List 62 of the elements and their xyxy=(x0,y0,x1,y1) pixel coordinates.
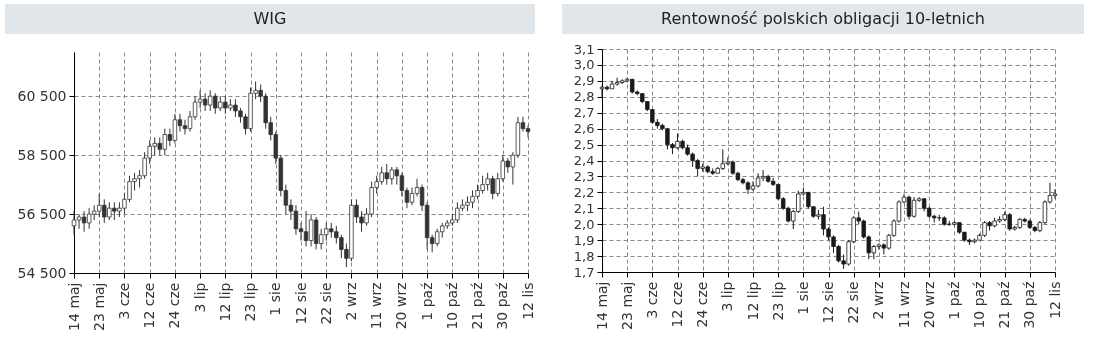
y-tick-label: 2,7 xyxy=(573,105,595,121)
x-tick-label: 12 sie xyxy=(292,282,309,325)
x-tick-label: 12 cze xyxy=(141,282,158,329)
x-tick-label: 11 wrz xyxy=(368,282,385,330)
y-tick-label: 1,8 xyxy=(573,248,595,264)
x-tick-label: 24 cze xyxy=(694,281,711,328)
candlestick xyxy=(750,180,756,192)
x-tick-label: 3 lip xyxy=(719,281,736,312)
x-tick-label: 10 paź xyxy=(443,282,460,330)
x-tick-label: 3 cze xyxy=(643,281,660,319)
x-tick-label: 1 sie xyxy=(794,281,811,315)
x-tick-label: 12 lis xyxy=(1046,281,1063,319)
x-tick-label: 1 paź xyxy=(418,282,435,321)
x-tick-label: 23 lip xyxy=(242,282,259,322)
x-tick-label: 20 wrz xyxy=(920,281,937,329)
x-tick-label: 1 paź xyxy=(945,281,962,320)
x-tick-label: 23 maj xyxy=(90,282,107,331)
y-tick-label: 60 500 xyxy=(17,87,67,104)
x-tick-label: 2 wrz xyxy=(870,281,887,320)
x-tick-label: 24 cze xyxy=(166,282,183,329)
x-tick-label: 22 sie xyxy=(845,281,862,324)
x-tick-label: 12 lis xyxy=(519,282,536,320)
x-tick-label: 22 sie xyxy=(317,282,334,325)
x-tick-label: 30 paź xyxy=(1021,281,1038,329)
y-tick-label: 2,2 xyxy=(573,184,595,200)
y-tick-label: 2,9 xyxy=(573,73,595,89)
x-tick-label: 23 lip xyxy=(769,281,786,321)
x-tick-label: 3 cze xyxy=(115,282,132,320)
y-tick-label: 2,4 xyxy=(573,153,595,168)
x-tick-label: 12 lip xyxy=(216,282,233,322)
y-tick-label: 58 500 xyxy=(17,146,67,163)
x-tick-label: 14 maj xyxy=(65,282,82,331)
x-tick-label: 23 maj xyxy=(618,281,635,330)
x-tick-label: 3 lip xyxy=(191,282,208,313)
y-tick-label: 3,0 xyxy=(573,57,595,73)
x-tick-label: 21 paź xyxy=(469,282,486,330)
chart-title: WIG xyxy=(5,4,535,34)
candlestick xyxy=(1052,188,1058,200)
x-tick-label: 20 wrz xyxy=(393,282,410,330)
y-tick-label: 2,6 xyxy=(573,121,595,137)
x-tick-label: 12 cze xyxy=(669,281,685,328)
x-tick-label: 14 maj xyxy=(593,281,610,330)
y-tick-label: 2,3 xyxy=(573,168,595,184)
y-tick-label: 2,1 xyxy=(573,200,595,216)
y-tick-label: 2,8 xyxy=(573,89,595,105)
chart-title: Rentowność polskich obligacji 10-letnich xyxy=(562,4,1084,34)
x-tick-label: 10 paź xyxy=(971,281,987,329)
y-tick-label: 2,5 xyxy=(573,137,595,153)
x-tick-label: 1 sie xyxy=(267,282,284,316)
y-tick-label: 1,7 xyxy=(573,264,595,280)
y-tick-label: 54 500 xyxy=(17,264,67,281)
y-tick-label: 56 500 xyxy=(17,205,67,222)
x-tick-label: 12 lip xyxy=(744,281,761,321)
candlestick xyxy=(525,125,531,138)
x-tick-label: 21 paź xyxy=(996,281,1013,329)
y-tick-label: 2,0 xyxy=(573,216,595,232)
y-tick-label: 3,1 xyxy=(573,41,595,57)
x-tick-label: 12 sie xyxy=(820,281,836,324)
x-tick-label: 30 paź xyxy=(494,282,511,330)
x-tick-label: 2 wrz xyxy=(342,282,359,321)
y-tick-label: 1,9 xyxy=(573,232,595,248)
x-tick-label: 11 wrz xyxy=(895,281,912,329)
